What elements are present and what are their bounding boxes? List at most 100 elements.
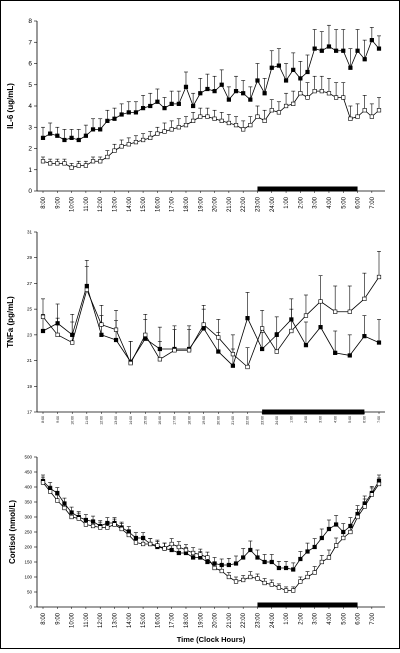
night-bar (262, 409, 365, 415)
open-square-point (105, 154, 110, 160)
filled-square-point (334, 48, 339, 53)
il6-panel: 0 1 2 3 4 5 6 7 8 8:00 9:00 10:00 11:00 12:00 13:00 14:… (6, 18, 385, 212)
filled-square-point (269, 65, 274, 70)
filled-square-point (269, 559, 274, 565)
x-tick-label: 6:00 (363, 416, 367, 423)
x-tick-label: 20:00 (213, 196, 219, 212)
series-line-open (42, 276, 380, 368)
y-tick-label: 25 (27, 307, 33, 312)
open-square-point (155, 543, 160, 548)
open-square-point (326, 91, 332, 96)
x-tick-label: 13:00 (112, 196, 118, 212)
x-tick-label: 16:00 (155, 612, 161, 628)
night-bar (257, 602, 358, 608)
x-tick-label: 24:00 (270, 196, 276, 212)
open-square-point (376, 481, 382, 487)
filled-square-point (191, 555, 196, 560)
open-square-point (276, 110, 282, 115)
x-tick-label: 17:00 (170, 196, 176, 212)
open-square-point (362, 108, 367, 113)
x-tick-label: 2:00 (298, 612, 304, 624)
x-tick-label: 2:00 (298, 196, 304, 208)
open-square-point (303, 313, 309, 318)
x-tick-label: 1:00 (284, 196, 290, 208)
open-square-point (269, 582, 274, 587)
open-square-point (245, 364, 250, 370)
x-tick-label: 14:00 (127, 196, 133, 212)
filled-square-point (212, 89, 217, 94)
y-axis-title: TNFa (pg/mL) (6, 296, 15, 348)
x-tick-label: 23:00 (260, 416, 264, 425)
filled-square-point (318, 325, 323, 330)
y-tick-label: 1 (28, 167, 32, 174)
x-tick-label: 18:00 (184, 612, 190, 628)
open-square-point (347, 309, 352, 314)
open-square-point (90, 523, 96, 529)
filled-square-point (319, 535, 324, 541)
x-tick-label: 21:00 (231, 416, 235, 425)
open-square-point (162, 129, 167, 134)
filled-square-point (248, 547, 253, 553)
x-tick-label: 8:00 (41, 416, 45, 423)
x-tick-label: 18:00 (184, 196, 190, 212)
open-square-point (355, 514, 360, 520)
x-tick-label: 12:00 (98, 196, 104, 212)
open-square-point (40, 159, 46, 164)
y-tick-label: 500 (24, 455, 32, 460)
open-square-point (212, 565, 217, 571)
x-tick-label: 17:00 (170, 612, 176, 628)
open-square-point (133, 540, 139, 545)
x-tick-label: 18:00 (187, 416, 191, 425)
open-square-point (255, 576, 260, 581)
filled-square-point (276, 565, 282, 571)
filled-square-point (148, 103, 153, 109)
open-square-point (334, 95, 339, 100)
open-square-point (90, 159, 96, 164)
filled-square-point (183, 84, 189, 89)
x-tick-label: 10:00 (70, 416, 74, 425)
y-tick-label: 31 (27, 230, 33, 235)
open-square-point (198, 114, 203, 119)
filled-square-point (333, 350, 338, 355)
open-square-point (84, 287, 89, 292)
series-line-filled (42, 39, 380, 141)
open-square-point (69, 514, 74, 520)
open-square-point (219, 118, 224, 123)
y-tick-label: 29 (27, 255, 33, 260)
open-square-point (362, 296, 367, 301)
open-square-point (312, 89, 317, 94)
open-square-point (155, 131, 160, 136)
y-tick-label: 2 (28, 146, 32, 153)
x-tick-label: 21:00 (227, 612, 233, 628)
open-square-point (226, 574, 231, 580)
y-tick-label: 8 (28, 18, 32, 25)
open-square-point (298, 91, 303, 96)
open-square-point (176, 544, 181, 550)
series-line-open (42, 482, 380, 591)
filled-square-point (283, 78, 289, 83)
open-square-point (191, 118, 196, 123)
open-square-point (162, 546, 167, 551)
open-square-point (312, 570, 317, 575)
filled-square-point (113, 337, 119, 343)
y-tick-label: 350 (24, 500, 32, 505)
filled-square-point (248, 97, 253, 102)
x-tick-label: 5:00 (348, 416, 352, 423)
open-square-point (148, 135, 153, 140)
y-tick-label: 50 (27, 590, 33, 595)
y-tick-label: 23 (27, 332, 33, 337)
open-square-point (70, 340, 75, 345)
open-square-point (355, 114, 360, 119)
open-square-point (233, 579, 239, 584)
filled-square-point (133, 110, 139, 115)
open-square-point (172, 348, 177, 353)
y-axis-title: IL-6 (ug/mL) (6, 83, 15, 129)
filled-square-point (326, 526, 332, 532)
y-tick-label: 300 (24, 515, 32, 520)
open-square-point (333, 309, 338, 314)
filled-square-point (226, 562, 231, 568)
open-square-point (55, 498, 60, 503)
open-square-point (119, 526, 124, 532)
open-square-point (69, 165, 74, 170)
x-tick-label: 11:00 (85, 416, 89, 425)
